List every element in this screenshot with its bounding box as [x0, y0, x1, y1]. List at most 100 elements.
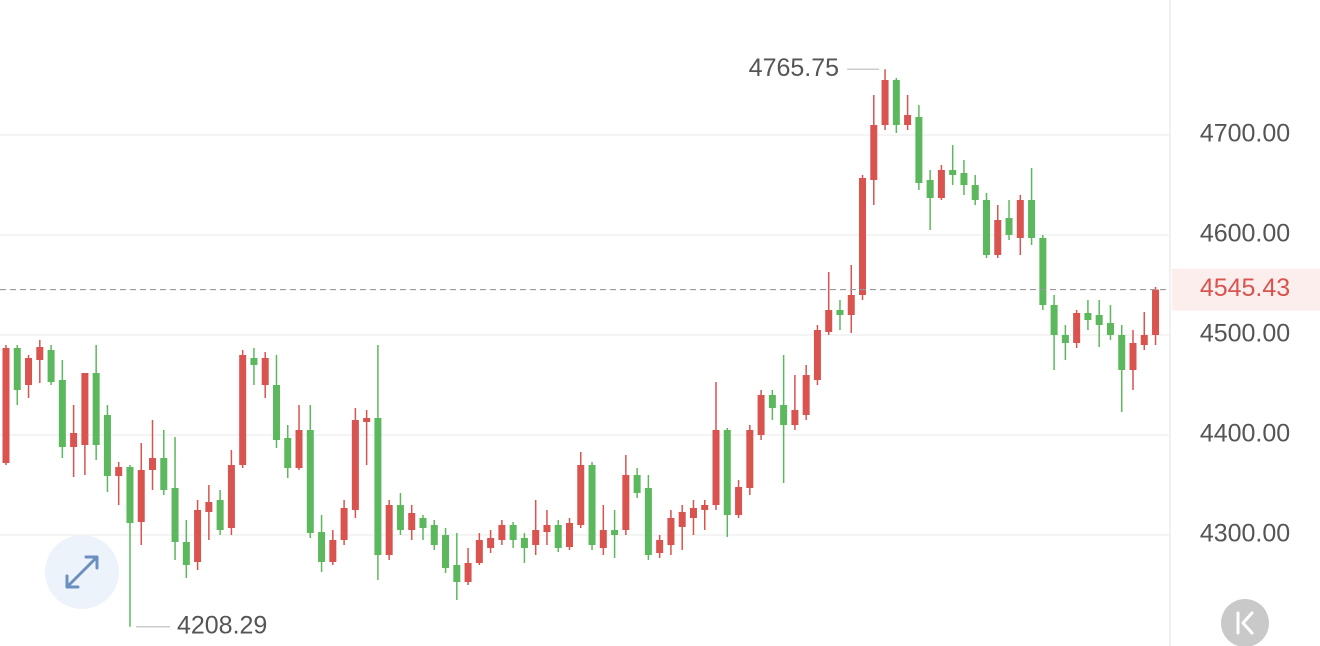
candle-body	[859, 178, 867, 295]
candle-body	[633, 475, 641, 493]
candle-body	[701, 505, 709, 510]
candle-body	[757, 395, 765, 435]
candle-body	[103, 415, 111, 476]
candle-body	[295, 430, 303, 468]
candle-body	[994, 220, 1002, 255]
candle-body	[667, 518, 675, 545]
candle-body	[543, 525, 551, 532]
candle-body	[70, 433, 78, 447]
candle-body	[780, 405, 788, 425]
expand-button[interactable]	[45, 535, 119, 609]
candle-body	[689, 508, 697, 518]
candle-body	[656, 540, 664, 553]
candle-body	[735, 487, 743, 515]
y-tick-label: 4600.00	[1200, 220, 1290, 248]
candle-body	[115, 467, 123, 476]
candle-body	[205, 502, 213, 512]
candle-body	[1152, 289, 1160, 335]
candle-body	[1061, 335, 1069, 343]
candle-body	[791, 410, 799, 425]
candle-body	[408, 513, 416, 530]
candle-body	[81, 373, 89, 445]
candle-body	[1005, 218, 1013, 235]
candle-body	[532, 530, 540, 545]
candle-body	[802, 375, 810, 415]
candle-body	[261, 358, 269, 385]
candle-body	[1140, 335, 1148, 345]
candle-body	[644, 488, 652, 555]
candle-body	[318, 532, 326, 562]
candle-body	[239, 355, 247, 465]
candle-body	[430, 525, 438, 545]
candle-body	[892, 80, 900, 125]
candle-body	[1016, 200, 1024, 238]
candle-body	[588, 465, 596, 545]
last-price-bg	[1172, 268, 1320, 311]
candle-body	[1095, 315, 1103, 325]
candle-body	[36, 347, 44, 360]
candle-body	[1129, 343, 1137, 370]
candle-body	[971, 185, 979, 200]
candle-body	[2, 348, 10, 463]
candle-body	[487, 538, 495, 548]
candle-body	[611, 530, 619, 535]
y-tick-label: 4400.00	[1200, 420, 1290, 448]
candle-body	[678, 512, 686, 527]
candle-body	[396, 505, 404, 530]
plot: 4300.00 4400.00 4500.00 4600.00 4700.00 4765.…	[0, 54, 1320, 639]
candle-body	[272, 385, 280, 440]
y-tick-label: 4500.00	[1200, 320, 1290, 348]
candle-body	[949, 170, 957, 175]
candle-body	[306, 430, 314, 533]
candle-body	[137, 470, 145, 522]
min-label: 4208.29	[177, 611, 267, 639]
candle-body	[915, 117, 923, 183]
last-price-label: 4545.43	[1200, 274, 1290, 302]
max-label: 4765.75	[749, 54, 839, 82]
candle-body	[847, 295, 855, 315]
expand-icon[interactable]	[65, 555, 99, 589]
candle-body	[1050, 305, 1058, 335]
candle-body	[13, 348, 21, 390]
candle-body	[1073, 313, 1081, 343]
candle-body	[160, 458, 168, 490]
candle-body	[712, 430, 720, 505]
candle-body	[227, 465, 235, 528]
candle-body	[498, 525, 506, 540]
candle-body	[475, 540, 483, 563]
candle-body	[825, 310, 833, 332]
candle-body	[442, 535, 450, 568]
candle-body	[622, 475, 630, 530]
candle-body	[566, 523, 573, 547]
candle-body	[870, 125, 878, 180]
candle-body	[216, 500, 224, 530]
candle-body	[419, 518, 427, 528]
candle-body	[351, 420, 359, 510]
y-tick-label: 4700.00	[1200, 120, 1290, 148]
candle-body	[960, 173, 968, 185]
candle-body	[836, 310, 844, 315]
candle-body	[723, 430, 731, 515]
candle-body	[47, 350, 55, 382]
candle-body	[509, 525, 517, 540]
candle-body	[904, 115, 912, 125]
candle-body	[126, 467, 134, 523]
kline-button[interactable]	[1221, 599, 1269, 646]
candle-body	[374, 418, 382, 555]
candle-body	[1118, 335, 1126, 370]
candle-body	[768, 395, 776, 408]
candle-body	[1084, 313, 1092, 320]
candle-body	[92, 373, 100, 445]
candle-body	[937, 170, 945, 198]
candle-body	[926, 180, 934, 198]
candle-body	[520, 538, 528, 548]
candle-body	[194, 510, 202, 562]
candle-body	[464, 563, 472, 582]
candle-body	[25, 358, 33, 385]
kline-icon[interactable]	[1236, 611, 1254, 635]
candle-body	[1028, 200, 1036, 238]
candle-body	[149, 458, 157, 470]
candle-body	[284, 438, 292, 468]
